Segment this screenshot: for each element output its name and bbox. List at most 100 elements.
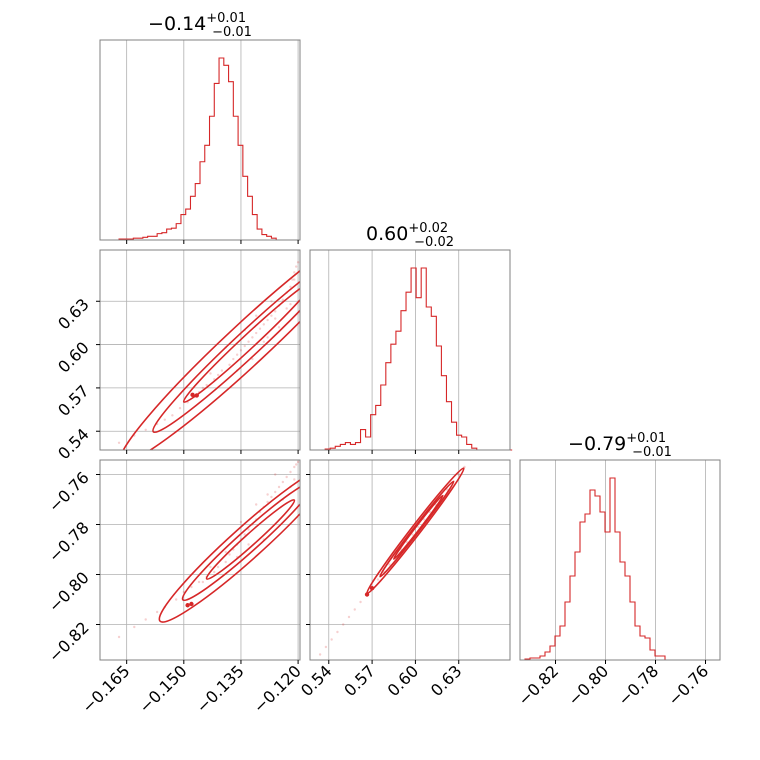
sample-point [294, 463, 298, 466]
sample-point [492, 428, 494, 430]
sample-point [155, 610, 159, 614]
tick-label-x: −0.78 [614, 661, 662, 709]
sample-point [347, 615, 351, 619]
sample-point [293, 478, 296, 481]
sample-point [291, 278, 294, 281]
sample-point [296, 460, 300, 464]
sample-point [247, 543, 250, 546]
tick-label-x: −0.76 [664, 661, 712, 709]
sample-point [178, 406, 182, 410]
sample-point [220, 369, 224, 372]
histogram-param-2 [520, 477, 720, 661]
sample-point [239, 520, 243, 524]
tick-label-y: 0.63 [54, 295, 93, 334]
panel-frame-1-1 [309, 249, 511, 451]
pair-0-1 [117, 250, 300, 450]
title-param-1: 0.60+0.02 −0.02 [366, 221, 454, 250]
sample-point [117, 635, 121, 639]
sample-point [486, 436, 488, 438]
sample-point [481, 443, 483, 445]
panel-frame-2-2 [519, 459, 721, 661]
contour-level-2 [182, 280, 300, 404]
frame-layer [99, 39, 721, 661]
sample-point [235, 353, 239, 356]
pair-0-2 [117, 460, 300, 639]
tick-label-y: −0.80 [45, 568, 93, 616]
sample-point [270, 495, 273, 499]
sample-point [228, 553, 231, 556]
sample-point [216, 565, 220, 569]
density-blob [189, 601, 194, 607]
histogram-param-0 [100, 57, 300, 241]
sample-point [274, 490, 277, 494]
sample-point [254, 503, 258, 506]
sample-point [285, 475, 288, 479]
sample-point [197, 580, 201, 584]
sample-point [133, 625, 136, 629]
contour-level-2 [392, 494, 444, 560]
sample-point [324, 645, 328, 649]
sample-point [277, 485, 281, 489]
tick-label-x: −0.165 [78, 661, 133, 716]
sample-point [224, 550, 227, 554]
sample-point [376, 578, 380, 581]
sample-point [201, 580, 205, 584]
title-param-0: −0.14+0.01 −0.01 [148, 11, 252, 40]
tick-label-y: −0.82 [45, 618, 93, 666]
sample-point [144, 428, 147, 431]
sample-point [475, 451, 477, 453]
sample-point [171, 414, 174, 417]
sample-point [205, 383, 208, 387]
sample-point [247, 340, 250, 343]
sample-point [266, 336, 269, 339]
sample-point [274, 310, 277, 313]
sample-point [296, 261, 300, 264]
contour-level-0 [158, 463, 300, 623]
sample-point [228, 363, 231, 367]
sample-point [330, 638, 333, 641]
data-layer [100, 57, 720, 661]
sample-point [163, 418, 166, 421]
tick-label-x: −0.82 [514, 661, 562, 709]
sample-point [270, 314, 273, 317]
histogram-param-1 [310, 267, 513, 451]
sample-point [388, 563, 391, 566]
density-blob [194, 393, 199, 398]
sample-point [216, 373, 220, 377]
sample-point [243, 344, 246, 348]
sample-point [243, 533, 246, 536]
tick-label-x: 0.63 [427, 661, 466, 700]
contour-level-0 [119, 250, 300, 450]
tick-label-y: −0.76 [45, 468, 93, 516]
sample-point [342, 623, 345, 626]
sample-point [285, 307, 288, 310]
sample-point [318, 653, 322, 656]
sample-point [213, 570, 216, 574]
contour-level-1 [181, 480, 300, 602]
sample-point [277, 326, 281, 329]
sample-point [266, 500, 269, 504]
sample-point [457, 473, 460, 476]
sample-point [502, 416, 504, 418]
sample-point [281, 298, 285, 302]
panel-frame-1-0 [99, 249, 301, 451]
sample-point [266, 493, 269, 496]
sample-point [270, 300, 273, 303]
sample-point [232, 357, 235, 361]
panel-frame-2-1 [309, 459, 511, 661]
tick-label-x: −0.135 [192, 661, 247, 716]
sample-point [293, 465, 296, 469]
tick-label-x: −0.80 [564, 661, 612, 709]
sample-point [289, 470, 292, 474]
panel-frame-2-0 [99, 459, 301, 661]
sample-point [117, 441, 121, 444]
sample-point [251, 357, 254, 361]
sample-point [254, 314, 258, 317]
sample-point [417, 525, 420, 529]
sample-point [144, 618, 147, 621]
sample-point [258, 327, 262, 330]
sample-point [422, 518, 426, 521]
density-blob [364, 592, 370, 597]
sample-point [336, 630, 339, 634]
tick-label-y: 0.57 [54, 381, 93, 420]
